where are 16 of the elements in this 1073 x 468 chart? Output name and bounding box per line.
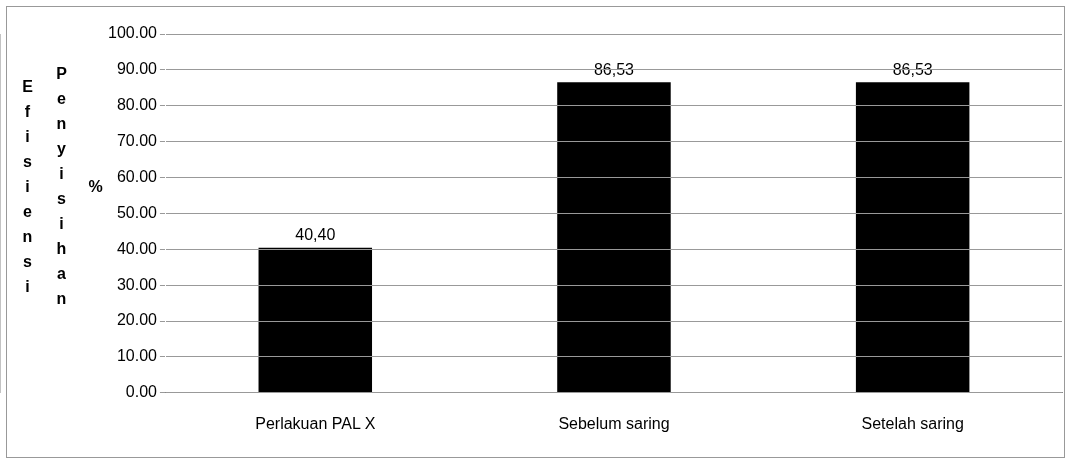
y-tick-label: 60.00 <box>116 167 158 185</box>
y-axis-title: Efisiensi Penyisihan % <box>18 64 105 317</box>
y-tick-label: 30.00 <box>116 275 158 293</box>
y-tick-label: 40.00 <box>116 239 158 257</box>
y-tick-label: 20.00 <box>116 311 158 329</box>
y-tick-label: 100.00 <box>108 24 158 42</box>
y-tick-label: 70.00 <box>116 132 158 150</box>
y-tick-label: 80.00 <box>116 96 158 114</box>
x-tick-label: Setelah saring <box>861 414 964 432</box>
y-tick-label: 90.00 <box>116 60 158 78</box>
data-label: 40,40 <box>295 226 336 244</box>
x-tick-label: Sebelum saring <box>558 414 670 432</box>
y-tick-label: 10.00 <box>116 347 158 365</box>
y-tick-label: 50.00 <box>116 203 158 221</box>
y-tick-label: 0.00 <box>125 383 158 401</box>
x-tick-label: Perlakuan PAL X <box>255 414 376 432</box>
